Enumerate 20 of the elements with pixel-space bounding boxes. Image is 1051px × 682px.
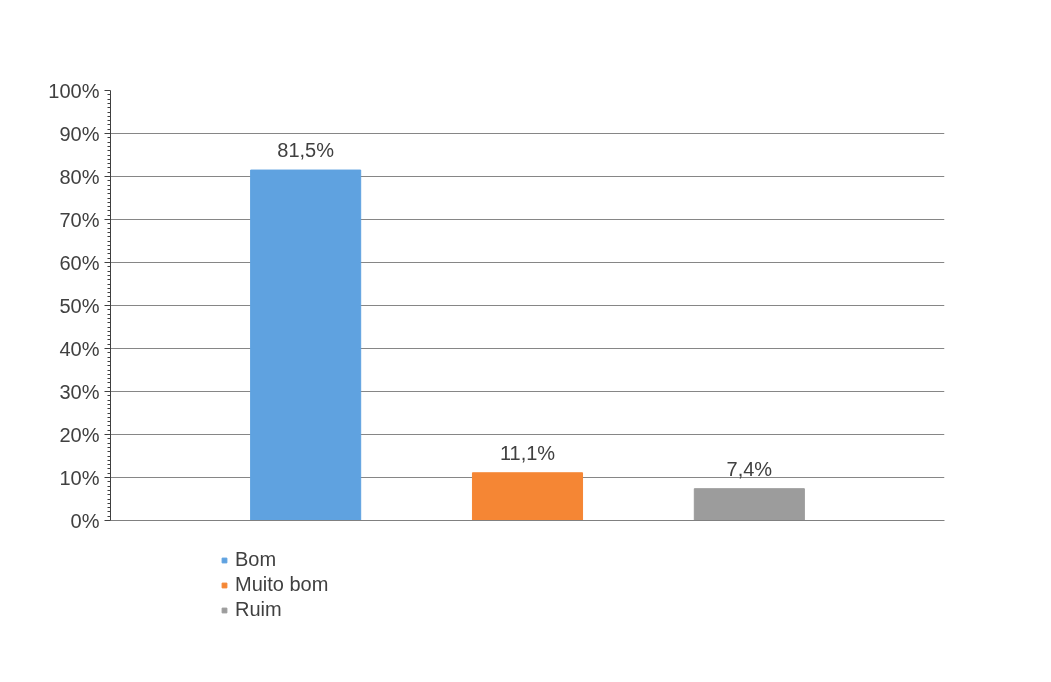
data-label: 7,4% <box>726 457 773 480</box>
legend-label: Muito bom <box>235 573 329 596</box>
y-tick-label: 90% <box>59 122 100 145</box>
bar <box>250 169 362 521</box>
y-tick-label: 70% <box>59 208 100 231</box>
y-tick-label: 40% <box>59 337 100 360</box>
legend-label: Bom <box>235 548 277 571</box>
y-tick-label: 50% <box>59 294 100 317</box>
y-tick-label: 10% <box>59 466 100 489</box>
y-tick-label: 0% <box>70 509 100 532</box>
data-label: 11,1% <box>499 441 556 464</box>
bar <box>693 488 805 521</box>
y-tick-label: 30% <box>59 380 100 403</box>
bar <box>471 472 584 521</box>
data-label: 81,5% <box>277 139 335 162</box>
y-tick-label: 100% <box>48 79 100 102</box>
y-tick-label: 80% <box>59 165 100 188</box>
y-tick-label: 60% <box>59 251 100 274</box>
y-tick-label: 20% <box>59 423 100 446</box>
legend-label: Ruim <box>235 598 282 621</box>
